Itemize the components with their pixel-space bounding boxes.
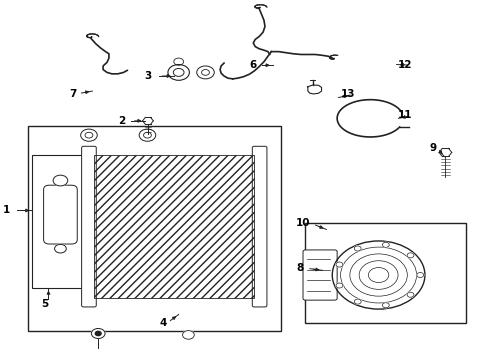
Circle shape	[407, 253, 413, 258]
Text: 11: 11	[397, 111, 412, 121]
Circle shape	[173, 68, 183, 76]
Circle shape	[416, 273, 423, 278]
Circle shape	[335, 283, 342, 288]
Circle shape	[335, 262, 342, 267]
Text: 3: 3	[144, 71, 152, 81]
Circle shape	[354, 246, 361, 251]
Text: 4: 4	[159, 319, 166, 328]
Circle shape	[173, 58, 183, 65]
Text: 2: 2	[118, 116, 125, 126]
Text: 5: 5	[41, 299, 48, 309]
Bar	[32, 155, 88, 288]
FancyBboxPatch shape	[303, 250, 336, 300]
Text: 10: 10	[295, 218, 310, 228]
Circle shape	[354, 299, 361, 304]
Bar	[305, 223, 466, 323]
Circle shape	[382, 303, 388, 308]
Text: 13: 13	[341, 89, 355, 99]
Circle shape	[201, 69, 209, 75]
Circle shape	[139, 129, 156, 141]
Circle shape	[196, 66, 214, 79]
Circle shape	[55, 244, 66, 253]
Circle shape	[143, 132, 151, 138]
Circle shape	[382, 242, 388, 247]
Text: 9: 9	[429, 143, 436, 153]
Text: 6: 6	[249, 60, 256, 70]
FancyBboxPatch shape	[252, 146, 266, 307]
FancyBboxPatch shape	[81, 146, 96, 307]
Circle shape	[407, 292, 413, 297]
Bar	[94, 155, 254, 298]
Text: 12: 12	[397, 60, 412, 70]
Bar	[27, 126, 281, 330]
Circle shape	[167, 64, 189, 80]
Circle shape	[95, 331, 101, 336]
Circle shape	[53, 175, 68, 186]
Text: 8: 8	[296, 263, 304, 273]
Circle shape	[81, 129, 97, 141]
FancyBboxPatch shape	[43, 185, 77, 244]
Circle shape	[331, 241, 424, 309]
Text: 7: 7	[69, 89, 76, 99]
Circle shape	[85, 132, 93, 138]
Text: 1: 1	[3, 206, 10, 216]
Circle shape	[182, 330, 194, 339]
Circle shape	[91, 328, 105, 338]
